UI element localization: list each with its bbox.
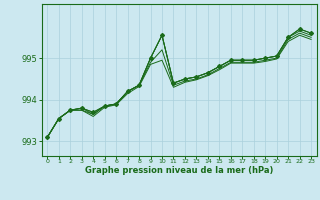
X-axis label: Graphe pression niveau de la mer (hPa): Graphe pression niveau de la mer (hPa) [85,166,273,175]
